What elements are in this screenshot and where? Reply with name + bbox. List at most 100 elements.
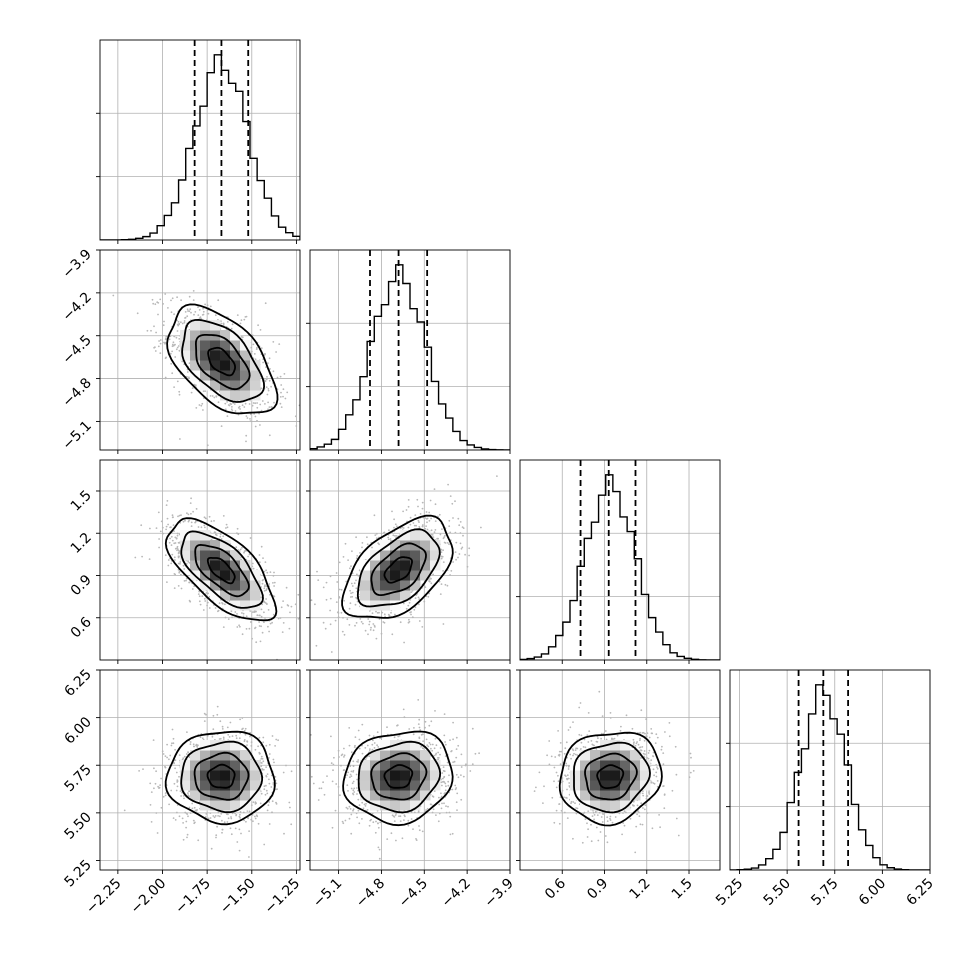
scatter-point xyxy=(358,804,361,806)
scatter-point xyxy=(180,514,182,516)
scatter-point xyxy=(265,789,268,792)
density-cell xyxy=(400,540,411,551)
scatter-point xyxy=(176,330,179,332)
scatter-point xyxy=(178,338,181,340)
scatter-point xyxy=(451,502,454,505)
scatter-point xyxy=(241,717,244,719)
scatter-point xyxy=(399,621,402,624)
y-tick-label: 0.9 xyxy=(68,572,95,599)
scatter-point xyxy=(289,611,291,614)
scatter-point xyxy=(179,561,182,563)
scatter-point xyxy=(234,827,237,830)
scatter-point xyxy=(171,372,174,375)
scatter-point xyxy=(202,409,204,411)
scatter-point xyxy=(167,564,170,567)
density-cell xyxy=(220,750,231,761)
scatter-point xyxy=(176,549,178,552)
scatter-point xyxy=(235,546,238,549)
scatter-point xyxy=(260,792,263,795)
scatter-point xyxy=(154,303,157,306)
scatter-point xyxy=(256,406,259,409)
density-cell xyxy=(410,530,421,541)
scatter-point xyxy=(210,847,213,850)
scatter-point xyxy=(212,714,215,717)
scatter-point xyxy=(257,324,259,327)
scatter-point xyxy=(198,600,201,603)
scatter-point xyxy=(254,817,257,820)
scatter-point xyxy=(248,553,251,556)
scatter-point xyxy=(237,406,240,409)
scatter-point xyxy=(393,526,395,529)
scatter-point xyxy=(242,612,245,615)
scatter-point xyxy=(185,579,187,582)
scatter-point xyxy=(408,601,411,604)
scatter-point xyxy=(173,587,176,589)
scatter-point xyxy=(206,604,209,607)
scatter-point xyxy=(427,745,430,748)
scatter-point xyxy=(344,542,347,545)
scatter-point xyxy=(263,843,266,846)
scatter-point xyxy=(449,833,452,836)
x-tick-label: −2.00 xyxy=(128,876,170,918)
scatter-point xyxy=(173,556,176,559)
scatter-point xyxy=(245,615,248,618)
scatter-point xyxy=(271,811,273,814)
scatter-point xyxy=(180,321,182,324)
scatter-point xyxy=(431,534,434,536)
scatter-point xyxy=(263,570,266,573)
scatter-point xyxy=(282,600,284,602)
scatter-point xyxy=(245,415,248,417)
scatter-point xyxy=(272,582,274,584)
scatter-point xyxy=(442,537,445,540)
scatter-point xyxy=(239,813,241,816)
scatter-point xyxy=(199,736,202,739)
density-cell xyxy=(220,540,231,551)
scatter-point xyxy=(268,753,271,755)
scatter-point xyxy=(446,584,449,587)
scatter-point xyxy=(274,745,276,747)
density-cell xyxy=(400,560,411,571)
scatter-point xyxy=(260,755,263,758)
scatter-point xyxy=(437,537,439,540)
scatter-point xyxy=(254,627,256,630)
scatter-point xyxy=(162,532,165,535)
scatter-point xyxy=(254,815,256,818)
panel-3-1: −5.1 −4.8 −4.5 −4.2 −3.9 xyxy=(306,669,517,911)
scatter-point xyxy=(212,815,215,817)
scatter-point xyxy=(188,790,190,793)
scatter-point xyxy=(230,816,232,818)
scatter-point xyxy=(457,744,460,747)
scatter-point xyxy=(229,402,232,405)
density-cell xyxy=(370,560,381,571)
scatter-point xyxy=(176,296,179,299)
scatter-point xyxy=(356,793,358,795)
density-cell xyxy=(390,550,401,561)
scatter-point xyxy=(194,821,196,824)
scatter-point xyxy=(210,520,213,523)
scatter-point xyxy=(192,299,195,301)
scatter-point xyxy=(294,603,297,606)
scatter-point xyxy=(256,614,259,617)
scatter-point xyxy=(150,791,153,793)
scatter-point xyxy=(243,740,246,743)
density-cell xyxy=(200,560,211,571)
density-cell xyxy=(240,350,251,361)
panel-frame xyxy=(99,39,301,241)
scatter-point xyxy=(218,815,221,818)
scatter-point xyxy=(308,768,310,770)
scatter-point xyxy=(221,728,224,730)
scatter-point xyxy=(170,544,173,546)
scatter-point xyxy=(214,607,217,609)
scatter-point xyxy=(326,775,328,777)
scatter-point xyxy=(268,434,271,437)
scatter-point xyxy=(204,816,207,818)
scatter-point xyxy=(198,595,201,598)
scatter-point xyxy=(275,801,277,804)
scatter-point xyxy=(265,784,267,787)
density-cell xyxy=(380,540,391,551)
density-cell xyxy=(190,560,201,571)
scatter-point xyxy=(183,797,185,800)
scatter-point xyxy=(174,547,177,550)
scatter-point xyxy=(257,745,259,748)
scatter-point xyxy=(375,637,378,640)
